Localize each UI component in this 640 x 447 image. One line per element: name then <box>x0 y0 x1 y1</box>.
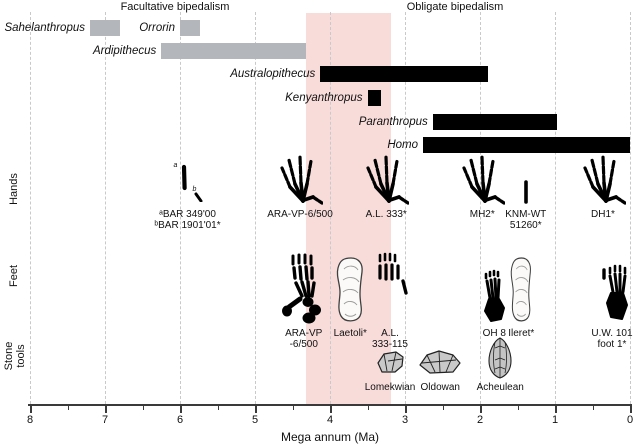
x-axis-major-tick <box>330 406 332 413</box>
footprint-narrow-icon <box>507 256 535 324</box>
x-axis-title: Mega annum (Ma) <box>280 430 380 444</box>
x-axis-minor-tick <box>67 406 69 410</box>
section-title-facultative: Facultative bipedalism <box>120 1 230 13</box>
hand-specimen-label: ARA-VP-6/500 <box>267 209 333 220</box>
foot-bones-icon <box>281 252 326 324</box>
row-label-hands: Hands <box>8 173 20 205</box>
taxon-bar-orrorin <box>180 20 201 36</box>
taxon-label-homo: Homo <box>387 139 418 151</box>
x-axis-major-tick <box>630 406 632 413</box>
x-axis-major-tick <box>180 406 182 413</box>
taxon-label-australopithecus: Australopithecus <box>230 68 316 80</box>
x-axis-tick-label: 7 <box>101 414 109 426</box>
gridline-0ma <box>630 12 631 404</box>
stone-oldowan-icon <box>418 349 462 376</box>
x-axis-major-tick <box>255 406 257 413</box>
hand-specimen-label: MH2* <box>469 209 495 220</box>
x-axis-minor-tick <box>442 406 444 410</box>
taxon-bar-sahelanthropus <box>90 20 120 36</box>
foot-specimen-label: A.L. 333-115 <box>372 328 408 350</box>
hand-icon <box>580 155 626 205</box>
taxon-label-sahelanthropus: Sahelanthropus <box>4 22 85 34</box>
gridline-8ma <box>30 12 31 404</box>
stone-lomekwian-icon <box>373 348 407 376</box>
gridline-4ma <box>330 12 331 404</box>
row-label-stone-tools: Stone tools <box>3 341 27 371</box>
x-axis-line <box>28 404 632 406</box>
fragment-marker-a: a <box>173 162 178 169</box>
hand-icon <box>277 155 323 205</box>
hand-icon <box>363 155 410 205</box>
taxon-bar-homo <box>423 137 630 153</box>
gridline-2ma <box>480 12 481 404</box>
stone-acheulean-icon <box>487 336 513 380</box>
hand-specimen-label: ᵃBAR 349'00 ᵇBAR 1901'01* <box>154 209 221 231</box>
stone-tool-label: Oldowan <box>420 382 460 393</box>
foot-specimen-label: ARA-VP -6/500 <box>285 328 323 350</box>
foot-black-icon <box>480 268 508 324</box>
foot-black-2-icon <box>594 262 630 324</box>
x-axis-major-tick <box>405 406 407 413</box>
x-axis-major-tick <box>480 406 482 413</box>
hand-specimen-label: KNM-WT 51260* <box>505 209 547 231</box>
x-axis-tick-label: 8 <box>26 414 34 426</box>
x-axis-tick-label: 1 <box>551 414 559 426</box>
x-axis-minor-tick <box>517 406 519 410</box>
hand-icon <box>459 155 506 205</box>
taxon-label-kenyanthropus: Kenyanthropus <box>285 92 363 104</box>
x-axis-tick-label: 5 <box>251 414 259 426</box>
foot-specimen-label: OH 8 <box>482 328 506 339</box>
x-axis-tick-label: 4 <box>326 414 334 426</box>
x-axis-minor-tick <box>367 406 369 410</box>
gridline-7ma <box>105 12 106 404</box>
gridline-1ma <box>555 12 556 404</box>
x-axis-major-tick <box>105 406 107 413</box>
x-axis-tick-label: 0 <box>626 414 634 426</box>
x-axis-minor-tick <box>292 406 294 410</box>
taxon-bar-australopithecus <box>320 66 488 82</box>
toe-bones-icon <box>372 250 408 298</box>
x-axis-tick-label: 3 <box>401 414 409 426</box>
taxon-label-orrorin: Orrorin <box>139 22 175 34</box>
hand-specimen-label: DH1* <box>591 209 615 220</box>
gridline-5ma <box>255 12 256 404</box>
stone-tool-label: Lomekwian <box>364 382 416 393</box>
stone-tool-label: Acheulean <box>476 382 524 393</box>
x-axis-minor-tick <box>142 406 144 410</box>
foot-specimen-label: Ileret* <box>508 328 535 339</box>
taxon-label-ardipithecus: Ardipithecus <box>92 45 157 57</box>
gridline-3ma <box>405 12 406 404</box>
taxon-bar-paranthropus <box>432 114 558 130</box>
footprint-icon <box>332 256 368 324</box>
x-axis-minor-tick <box>217 406 219 410</box>
foot-specimen-label: Laetoli* <box>333 328 367 339</box>
taxon-bar-ardipithecus <box>161 43 306 59</box>
section-title-obligate: Obligate bipedalism <box>406 1 504 13</box>
row-label-feet: Feet <box>8 265 20 288</box>
x-axis-major-tick <box>555 406 557 413</box>
fragment-marker-b: b <box>192 186 197 193</box>
foot-specimen-label: U.W. 101 foot 1* <box>591 328 633 350</box>
x-axis-tick-label: 6 <box>176 414 184 426</box>
x-axis-major-tick <box>30 406 32 413</box>
hand-specimen-label: A.L. 333* <box>365 209 407 220</box>
taxon-bar-kenyanthropus <box>367 90 381 106</box>
bone-icon <box>521 179 531 205</box>
x-axis-tick-label: 2 <box>476 414 484 426</box>
taxon-label-paranthropus: Paranthropus <box>358 116 428 128</box>
x-axis-minor-tick <box>592 406 594 410</box>
gridline-6ma <box>180 12 181 404</box>
